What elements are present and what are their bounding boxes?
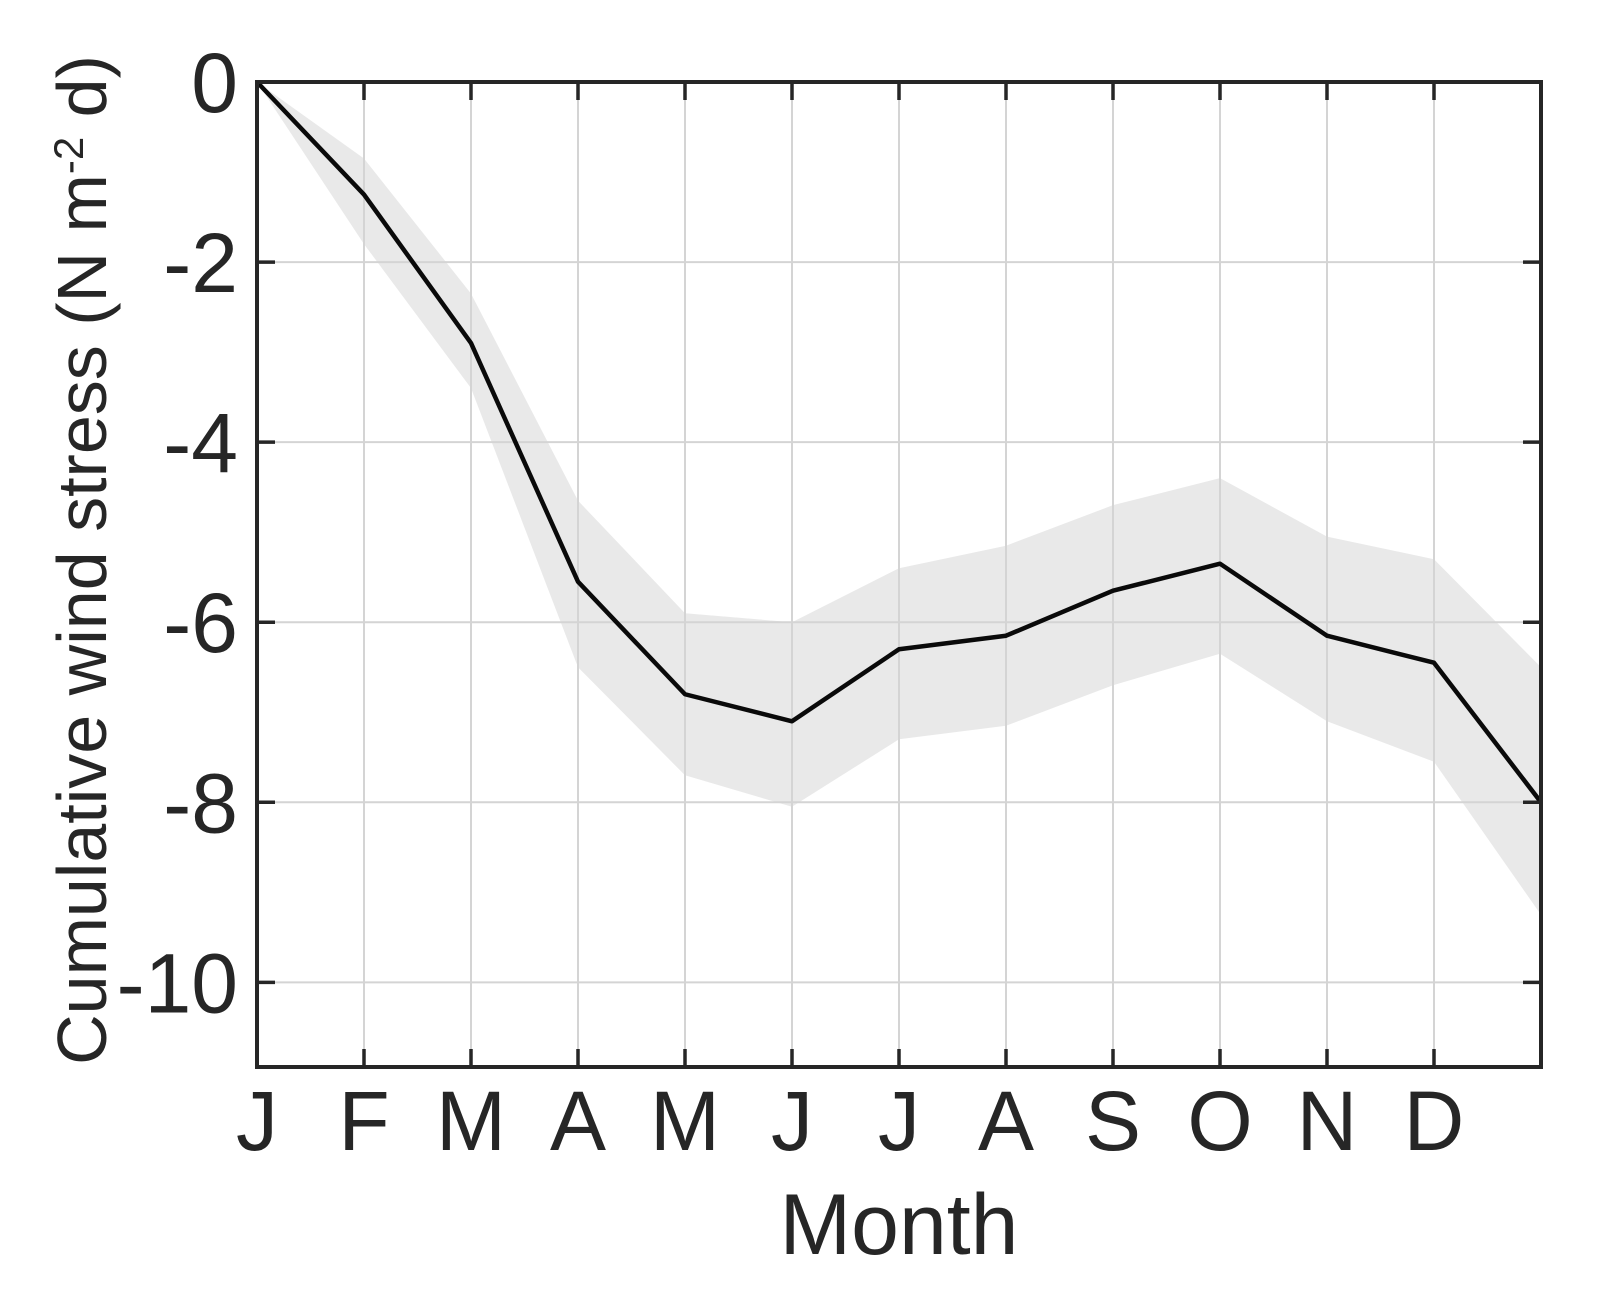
mean-line [255, 80, 1543, 804]
x-tick-label: A [978, 1074, 1034, 1168]
x-tick-label: J [878, 1074, 920, 1168]
x-tick-label: J [771, 1074, 813, 1168]
y-axis-title: Cumulative wind stress (N m-2 d) [42, 55, 122, 1065]
y-axis-title-superscript: -2 [44, 136, 92, 175]
y-tick-label: 0 [191, 36, 238, 130]
y-tick-label: -4 [163, 396, 238, 490]
x-tick-label: J [236, 1074, 278, 1168]
x-tick-label: N [1297, 1074, 1358, 1168]
y-tick-label: -2 [163, 216, 238, 310]
y-tick-label: -10 [117, 936, 238, 1030]
y-tick-label: -6 [163, 576, 238, 670]
x-tick-label: F [338, 1074, 389, 1168]
y-axis-title-suffix: d) [43, 55, 121, 137]
x-tick-label: O [1187, 1074, 1252, 1168]
x-tick-label: M [650, 1074, 720, 1168]
x-tick-label: S [1085, 1074, 1141, 1168]
x-tick-label: A [550, 1074, 606, 1168]
x-axis-title: Month [779, 1177, 1019, 1273]
x-tick-label: D [1404, 1074, 1465, 1168]
uncertainty-band [257, 82, 1541, 915]
y-axis-title-text: Cumulative wind stress (N m [43, 174, 121, 1065]
y-tick-label: -8 [163, 756, 238, 850]
x-tick-label: M [436, 1074, 506, 1168]
